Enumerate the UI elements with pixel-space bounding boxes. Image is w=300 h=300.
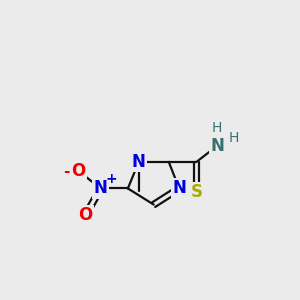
Text: -: - — [63, 164, 69, 178]
Text: O: O — [79, 206, 93, 224]
Text: +: + — [105, 172, 117, 186]
Text: N: N — [172, 179, 186, 197]
Text: N: N — [210, 137, 224, 155]
Text: N: N — [94, 179, 108, 197]
Text: N: N — [132, 153, 146, 171]
Text: H: H — [228, 130, 239, 145]
Text: S: S — [190, 183, 202, 201]
Text: O: O — [72, 162, 86, 180]
Text: H: H — [212, 122, 223, 135]
